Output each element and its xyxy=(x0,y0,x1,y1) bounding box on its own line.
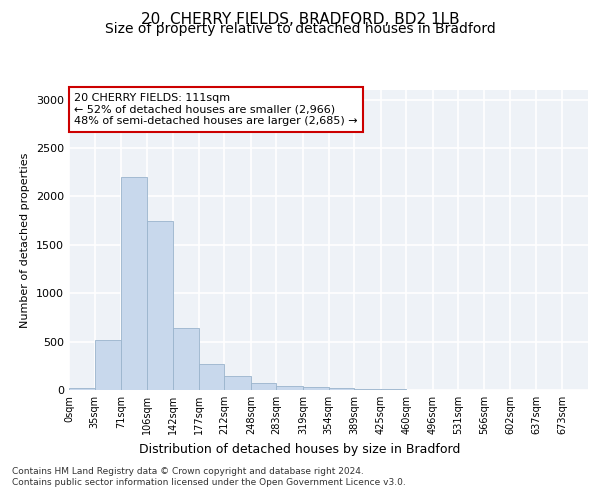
Text: Contains HM Land Registry data © Crown copyright and database right 2024.
Contai: Contains HM Land Registry data © Crown c… xyxy=(12,468,406,487)
Text: 20, CHERRY FIELDS, BRADFORD, BD2 1LB: 20, CHERRY FIELDS, BRADFORD, BD2 1LB xyxy=(140,12,460,28)
Bar xyxy=(224,376,251,390)
Bar xyxy=(277,386,303,390)
Bar xyxy=(147,220,173,390)
Bar xyxy=(69,388,95,390)
Bar xyxy=(380,389,406,390)
Bar xyxy=(173,328,199,390)
Bar xyxy=(121,177,147,390)
Bar xyxy=(303,387,329,390)
Text: Size of property relative to detached houses in Bradford: Size of property relative to detached ho… xyxy=(104,22,496,36)
Text: 20 CHERRY FIELDS: 111sqm
← 52% of detached houses are smaller (2,966)
48% of sem: 20 CHERRY FIELDS: 111sqm ← 52% of detach… xyxy=(74,93,358,126)
Bar xyxy=(354,388,380,390)
Bar xyxy=(199,364,224,390)
Text: Distribution of detached houses by size in Bradford: Distribution of detached houses by size … xyxy=(139,442,461,456)
Bar xyxy=(329,388,354,390)
Bar xyxy=(251,382,277,390)
Y-axis label: Number of detached properties: Number of detached properties xyxy=(20,152,31,328)
Bar xyxy=(95,340,121,390)
